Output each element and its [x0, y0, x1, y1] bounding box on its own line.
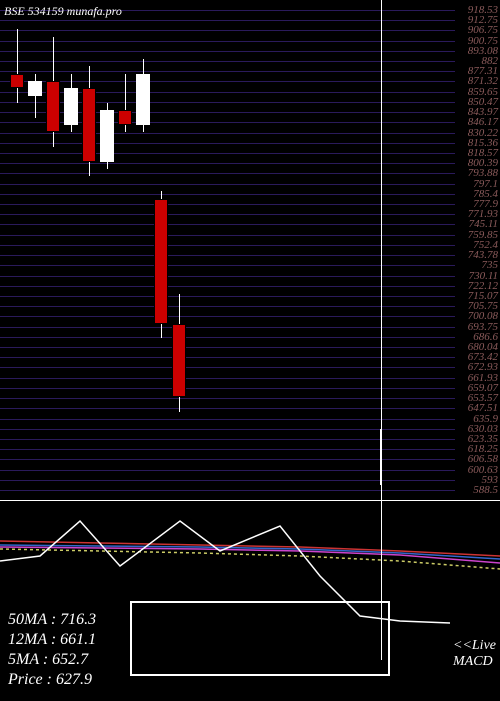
ma5-label: 5MA : 652.7 — [8, 650, 96, 670]
ma50-label: 50MA : 716.3 — [8, 610, 96, 630]
candle-body — [154, 199, 168, 324]
macd-label: <<Live MACD — [453, 638, 496, 670]
price-label: 735 — [482, 260, 499, 270]
price-label: 672.93 — [468, 362, 498, 372]
candle-body — [82, 88, 96, 162]
price-label: 588.5 — [473, 485, 498, 495]
ticker-header: BSE 534159 munafa.pro — [4, 4, 122, 19]
candle-body — [136, 74, 150, 125]
current-price-line — [381, 0, 382, 660]
candle — [82, 0, 96, 500]
candle — [46, 0, 60, 500]
live-label: <<Live — [453, 638, 496, 654]
main-chart-area: BSE 534159 munafa.pro — [0, 0, 450, 500]
candle — [100, 0, 114, 500]
candle — [172, 0, 186, 500]
price-label: 635.9 — [473, 414, 498, 424]
price-label: 906.75 — [468, 25, 498, 35]
candle-body — [46, 81, 60, 132]
candle — [118, 0, 132, 500]
candle-body — [28, 81, 42, 96]
candle — [136, 0, 150, 500]
ma12-label: 12MA : 661.1 — [8, 630, 96, 650]
candle-wick — [17, 29, 18, 103]
macd-text: MACD — [453, 654, 496, 670]
candle-body — [64, 88, 78, 125]
price-label: 700.08 — [468, 311, 498, 321]
price-label: 745.11 — [469, 219, 498, 229]
candle — [28, 0, 42, 500]
candle — [10, 0, 24, 500]
indicator-box — [130, 601, 390, 676]
price-label: 793.88 — [468, 168, 498, 178]
candle-body — [118, 110, 132, 125]
candle — [154, 0, 168, 500]
chart-container: BSE 534159 munafa.pro <<Live MACD 50MA :… — [0, 0, 500, 700]
price-label: 606.58 — [468, 454, 498, 464]
price-label: Price : 627.9 — [8, 670, 96, 690]
candle-body — [10, 74, 24, 89]
price-label: 871.32 — [468, 76, 498, 86]
candle-body — [100, 110, 114, 161]
stats-box: 50MA : 716.3 12MA : 661.1 5MA : 652.7 Pr… — [8, 610, 96, 690]
price-label: 647.51 — [468, 403, 498, 413]
candle — [64, 0, 78, 500]
candle-body — [172, 324, 186, 398]
price-label: 846.17 — [468, 117, 498, 127]
